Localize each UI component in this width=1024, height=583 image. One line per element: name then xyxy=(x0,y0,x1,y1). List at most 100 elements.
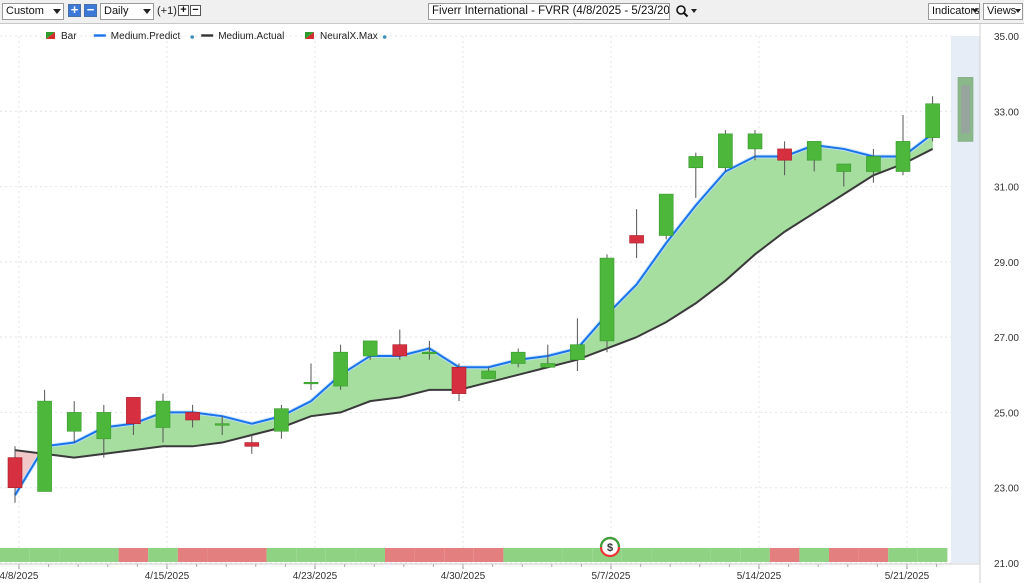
neuralx-max-bar xyxy=(957,77,974,142)
candle-body xyxy=(244,442,260,447)
candle xyxy=(599,254,615,353)
zoom-out-button[interactable]: − xyxy=(84,3,97,17)
symbol-title[interactable]: Fiverr International - FVRR (4/8/2025 - … xyxy=(428,3,670,20)
legend-swatch-down xyxy=(305,32,314,39)
candle xyxy=(688,152,704,198)
candle-body xyxy=(126,397,141,425)
offset-plus-button[interactable]: + xyxy=(178,5,189,16)
legend-label: Medium.Actual xyxy=(218,31,284,42)
x-tick-label: 5/7/2025 xyxy=(592,571,631,582)
zoom-in-button[interactable]: + xyxy=(68,3,81,17)
signal-bar xyxy=(0,548,948,562)
search-button[interactable] xyxy=(675,4,699,20)
y-tick-label: 29.00 xyxy=(994,258,1019,269)
candle-body xyxy=(570,344,585,361)
candle-body xyxy=(185,412,200,421)
candle-body xyxy=(510,351,526,364)
candle xyxy=(481,367,496,379)
candle xyxy=(333,344,348,390)
candle xyxy=(510,348,526,368)
candle xyxy=(570,318,585,372)
legend-item: Medium.Predict xyxy=(93,31,194,42)
search-icon xyxy=(676,5,697,18)
signal-segment xyxy=(621,548,652,562)
candle-body xyxy=(7,457,23,489)
interval-select[interactable]: Daily xyxy=(100,3,154,20)
signal-segment xyxy=(799,548,829,562)
candle-body xyxy=(37,400,52,492)
candle-body xyxy=(274,408,289,432)
legend-dot-icon xyxy=(382,35,387,39)
signal-segment xyxy=(444,548,474,562)
interval-select-value: Daily xyxy=(104,5,129,17)
signal-segment xyxy=(740,548,770,562)
candle xyxy=(718,130,733,172)
signal-segment xyxy=(59,548,89,562)
medium-actual-line xyxy=(14,148,934,459)
signal-segment xyxy=(118,548,149,562)
candle-body xyxy=(362,340,378,357)
candle-body xyxy=(422,351,437,355)
neuralx-max-core xyxy=(961,85,970,134)
legend-item: Bar xyxy=(46,31,77,42)
candle-body xyxy=(688,156,704,169)
candle-body xyxy=(836,163,852,172)
candle xyxy=(747,130,763,161)
y-axis: 35.00 33.00 31.00 29.00 27.00 25.00 23.00 21.00 xyxy=(979,24,1019,583)
signal-segment xyxy=(414,548,445,562)
candle-body xyxy=(481,370,496,379)
signal-segment xyxy=(769,548,800,562)
legend-swatch-down xyxy=(46,32,55,39)
range-select-value: Custom xyxy=(6,5,44,17)
candle-body xyxy=(777,148,792,161)
range-select[interactable]: Custom xyxy=(2,3,64,20)
candle-body xyxy=(540,363,556,368)
signal-segment xyxy=(651,548,681,562)
y-tick-label: 23.00 xyxy=(994,484,1019,495)
x-tick-label: 4/30/2025 xyxy=(441,571,486,582)
candle xyxy=(629,209,644,259)
chevron-down-icon xyxy=(143,9,151,14)
candle xyxy=(274,404,289,439)
signal-segment xyxy=(710,548,741,562)
candle-body xyxy=(895,141,911,172)
signal-segment xyxy=(207,548,237,562)
signal-marker[interactable]: $ xyxy=(599,536,621,558)
signal-segment xyxy=(503,548,533,562)
signal-segment xyxy=(917,548,948,562)
legend-label: Medium.Predict xyxy=(111,31,181,42)
candle xyxy=(303,363,319,390)
candle-body xyxy=(806,141,822,161)
y-tick-label: 35.00 xyxy=(994,32,1019,43)
chart-background xyxy=(0,24,1024,583)
signal-segment xyxy=(237,548,267,562)
signal-segment xyxy=(29,548,60,562)
candle-body xyxy=(658,193,674,236)
x-tick-label: 4/8/2025 xyxy=(0,571,39,582)
offset-minus-button[interactable]: − xyxy=(190,5,201,16)
signal-segment xyxy=(89,548,119,562)
signal-segment xyxy=(888,548,918,562)
legend-item: Medium.Actual xyxy=(201,31,284,42)
candle xyxy=(392,329,408,360)
views-button[interactable]: Views xyxy=(983,3,1023,20)
gridlines xyxy=(0,35,951,564)
views-label: Views xyxy=(987,5,1017,17)
legend-label: Bar xyxy=(61,31,77,42)
candle-body xyxy=(925,103,940,138)
legend-label: NeuralX.Max xyxy=(320,31,378,42)
y-tick-label: 21.00 xyxy=(994,559,1019,570)
candle-body xyxy=(866,156,881,172)
candle xyxy=(925,96,940,142)
indicators-button[interactable]: Indicators xyxy=(928,3,980,20)
signal-segment xyxy=(562,548,593,562)
candle xyxy=(540,344,556,368)
candle xyxy=(244,435,260,454)
candle xyxy=(155,393,171,443)
legend-dot-icon xyxy=(190,35,194,39)
candle xyxy=(66,401,82,443)
signal-segment xyxy=(177,548,208,562)
x-tick-label: 4/15/2025 xyxy=(145,571,190,582)
price-chart[interactable]: 35.00 33.00 31.00 29.00 27.00 25.00 23.00 21.00… xyxy=(0,24,1024,583)
y-tick-label: 27.00 xyxy=(994,333,1019,344)
